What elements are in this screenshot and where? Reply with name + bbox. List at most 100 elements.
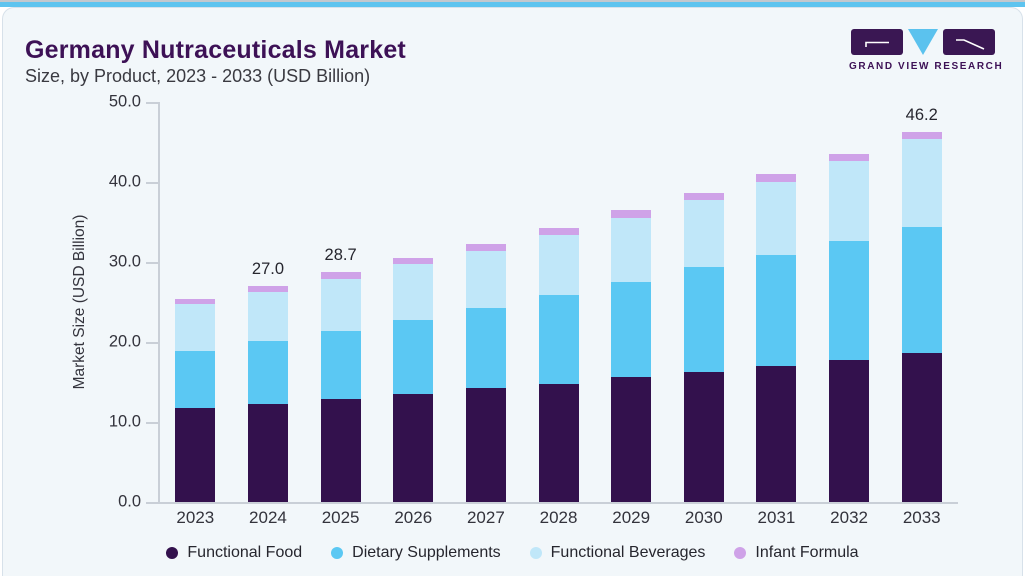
bar-segment-functional-beverages — [175, 304, 216, 351]
bar-segment-functional-food — [393, 394, 434, 502]
logo-g-icon — [851, 29, 903, 60]
bar-segment-dietary-supplements — [393, 320, 434, 394]
y-axis-line — [158, 102, 160, 502]
legend-dot-functional-beverages — [529, 547, 542, 559]
bar-segment-functional-beverages — [247, 292, 288, 342]
bar-segment-dietary-supplements — [320, 330, 361, 399]
bar-stack-2033 — [901, 132, 942, 502]
x-axis-line — [146, 502, 958, 504]
logo-v-icon — [908, 29, 938, 60]
legend-label: Functional Beverages — [550, 544, 706, 561]
bar-slot-2032 — [813, 102, 886, 502]
bar-segment-infant-formula — [901, 132, 942, 139]
bar-segment-infant-formula — [538, 227, 579, 235]
legend-dot-dietary-supplements — [331, 547, 344, 559]
x-tick-label: 2033 — [902, 508, 941, 527]
bar-segment-dietary-supplements — [465, 308, 506, 389]
bar-slot-2029 — [595, 102, 668, 502]
bar-segment-functional-food — [611, 377, 652, 502]
legend-dot-functional-food — [166, 547, 179, 559]
bar-slot-2030 — [667, 102, 740, 502]
chart-card: Germany Nutraceuticals Market Size, by P… — [2, 7, 1023, 576]
legend-item-functional-beverages: Functional Beverages — [529, 544, 706, 562]
y-tick-label: 40.0 — [108, 172, 141, 191]
y-tickmark — [146, 422, 158, 424]
plot-area: 27.0 28.7 46.2 — [159, 102, 958, 502]
bar-segment-infant-formula — [247, 286, 288, 293]
y-tickmark — [146, 262, 158, 264]
bar-slot-2031 — [740, 102, 813, 502]
bar-segment-functional-food — [538, 384, 579, 502]
bar-value-label: 46.2 — [905, 106, 938, 125]
bar-slot-2028 — [522, 102, 595, 502]
bar-value-label: 28.7 — [324, 246, 357, 265]
bar-segment-dietary-supplements — [756, 254, 797, 366]
bar-segment-functional-food — [175, 407, 216, 502]
legend: Functional Food Dietary Supplements Functi… — [3, 544, 1022, 562]
bar-segment-functional-food — [247, 403, 288, 502]
bar-segment-functional-beverages — [611, 218, 652, 283]
bar-segment-functional-beverages — [901, 138, 942, 227]
y-tickmark — [146, 182, 158, 184]
top-hairline — [0, 0, 1025, 2]
bar-segment-functional-beverages — [829, 161, 870, 242]
y-tickmarks — [146, 102, 158, 504]
accent-strip — [0, 2, 1025, 7]
legend-label: Infant Formula — [755, 544, 859, 561]
bar-stack-2030 — [683, 193, 724, 502]
x-tick-label: 2026 — [394, 508, 433, 527]
y-tick-label: 20.0 — [108, 332, 141, 351]
bar-segment-infant-formula — [683, 193, 724, 201]
page-subtitle: Size, by Product, 2023 - 2033 (USD Billi… — [25, 66, 371, 86]
legend-item-infant-formula: Infant Formula — [734, 544, 859, 562]
bar-stack-2027 — [465, 244, 506, 502]
bar-slot-2033: 46.2 — [885, 102, 958, 502]
bar-slot-2024: 27.0 — [232, 102, 305, 502]
bar-segment-functional-food — [683, 371, 724, 502]
bar-stack-2032 — [829, 154, 870, 502]
bar-segment-dietary-supplements — [901, 226, 942, 354]
bar-segment-functional-beverages — [393, 264, 434, 321]
bar-stack-2028 — [538, 227, 579, 502]
bar-segment-functional-beverages — [320, 278, 361, 331]
y-tick-label: 50.0 — [108, 92, 141, 111]
legend-item-dietary-supplements: Dietary Supplements — [331, 544, 501, 562]
bar-stack-2024 — [247, 286, 288, 502]
x-tick-label: 2024 — [249, 508, 287, 527]
bar-segment-infant-formula — [175, 298, 216, 305]
x-tick-label: 2025 — [321, 508, 360, 527]
bar-segment-dietary-supplements — [247, 341, 288, 404]
bar-segment-dietary-supplements — [829, 241, 870, 361]
legend-label: Functional Food — [187, 544, 303, 561]
bar-stack-2026 — [393, 258, 434, 502]
bar-segment-dietary-supplements — [611, 282, 652, 378]
x-tick-label: 2032 — [830, 508, 868, 527]
bar-segment-functional-food — [320, 398, 361, 502]
bar-segment-dietary-supplements — [683, 266, 724, 372]
bar-slot-2027 — [450, 102, 523, 502]
bar-slot-2025: 28.7 — [304, 102, 377, 502]
bar-segment-functional-beverages — [538, 234, 579, 295]
legend-label: Dietary Supplements — [352, 544, 501, 561]
y-tick-labels: 50.0 40.0 30.0 20.0 10.0 0.0 — [3, 93, 141, 516]
bar-segment-functional-beverages — [683, 200, 724, 267]
y-tick-label: 10.0 — [108, 412, 141, 431]
y-tick-label: 30.0 — [108, 252, 141, 271]
bar-segment-infant-formula — [465, 244, 506, 251]
bar-slot-2023 — [159, 102, 232, 502]
x-tick-label: 2029 — [612, 508, 651, 527]
page-title: Germany Nutraceuticals Market — [25, 36, 406, 64]
bar-segment-infant-formula — [829, 154, 870, 162]
bar-segment-functional-food — [756, 366, 797, 502]
bar-stack-2023 — [175, 298, 216, 502]
bar-segment-functional-beverages — [465, 250, 506, 309]
bar-segment-functional-food — [901, 353, 942, 502]
bar-segment-functional-beverages — [756, 182, 797, 255]
x-tick-label: 2023 — [176, 508, 215, 527]
legend-dot-infant-formula — [734, 547, 747, 559]
x-tick-labels: 2023 2024 2025 2026 2027 2028 2029 2030 2031 2032… — [159, 508, 958, 528]
bar-segment-dietary-supplements — [538, 294, 579, 385]
bar-value-label: 27.0 — [251, 260, 285, 278]
y-tick-label: 0.0 — [118, 492, 141, 511]
bar-segment-infant-formula — [320, 272, 361, 279]
